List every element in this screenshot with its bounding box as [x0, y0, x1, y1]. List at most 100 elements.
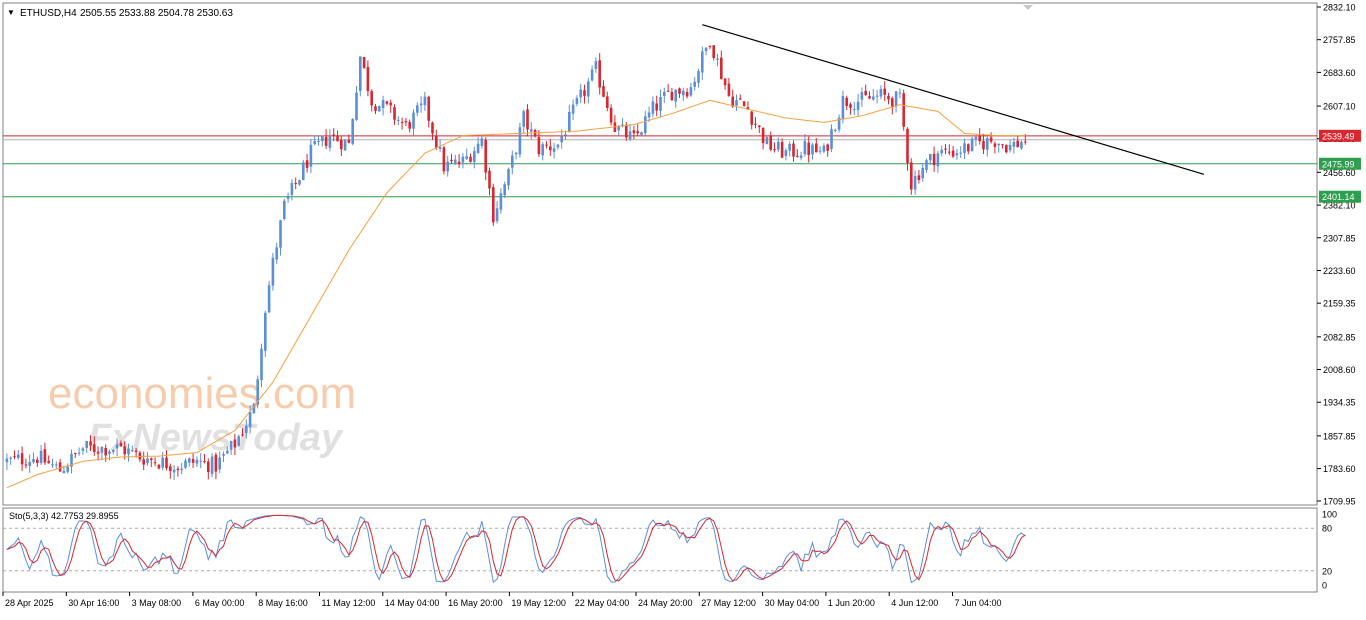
symbol-label: ETHUSD,H4	[20, 8, 77, 19]
candle	[522, 109, 525, 134]
candle	[161, 451, 164, 471]
candle	[872, 89, 875, 101]
chart-shift-marker-icon[interactable]	[1023, 5, 1033, 10]
candle-body	[134, 450, 138, 453]
time-axis-label: 11 May 12:00	[322, 598, 376, 608]
candle	[932, 146, 936, 172]
candle	[70, 449, 73, 474]
candle-body	[214, 454, 218, 472]
candle-body	[849, 104, 852, 108]
candle	[575, 95, 579, 107]
price-level-badge	[1319, 157, 1361, 170]
candle-body	[872, 96, 875, 100]
candle	[476, 137, 480, 154]
candle-body	[583, 90, 586, 96]
candle	[279, 219, 282, 256]
candle	[754, 117, 757, 129]
candle	[879, 85, 883, 100]
candle-body	[1024, 141, 1027, 143]
candle	[9, 456, 12, 465]
candle	[408, 119, 411, 133]
candle	[541, 142, 544, 161]
candle-body	[708, 45, 712, 47]
candle-body	[780, 141, 784, 158]
candle-body	[256, 379, 259, 405]
candle	[518, 122, 522, 158]
candle-body	[275, 247, 278, 260]
candle-body	[693, 81, 696, 87]
candle-body	[450, 159, 453, 162]
candle-body	[910, 162, 913, 190]
candle-body	[332, 134, 335, 136]
candle	[993, 141, 997, 154]
candle-body	[237, 436, 240, 446]
candle	[229, 440, 233, 455]
candle-body	[921, 168, 924, 179]
candle	[704, 46, 708, 56]
candle	[853, 101, 856, 116]
candle-body	[484, 139, 487, 173]
candle-body	[108, 451, 111, 454]
candle	[309, 139, 313, 174]
candle-body	[951, 150, 955, 157]
candle-body	[469, 156, 472, 162]
time-axis-label: 1 Jun 20:00	[828, 598, 875, 608]
candle-body	[393, 107, 396, 120]
candle	[948, 144, 951, 156]
candle	[36, 456, 39, 467]
candle-body	[663, 91, 666, 96]
candle-body	[70, 453, 73, 467]
candle-body	[404, 121, 408, 123]
candle-body	[537, 137, 541, 155]
candle	[769, 131, 772, 152]
candle	[720, 50, 723, 80]
candle	[556, 144, 560, 150]
candle-body	[419, 103, 423, 106]
candle	[74, 452, 77, 458]
price-level-badge-label: 2539.49	[1322, 131, 1355, 141]
candle-body	[465, 156, 468, 159]
candle-body	[898, 92, 902, 94]
candle	[963, 138, 966, 160]
candle-body	[932, 153, 936, 166]
candle-body	[758, 125, 761, 128]
trendline	[702, 24, 1205, 175]
candle	[180, 462, 183, 475]
candle-body	[503, 184, 506, 196]
candle-body	[727, 83, 731, 96]
candle	[514, 151, 518, 160]
candle	[655, 95, 658, 117]
candle	[796, 149, 799, 158]
candle	[484, 137, 487, 181]
candle-body	[936, 153, 940, 167]
candle	[499, 188, 503, 214]
candle	[856, 93, 860, 117]
candle-body	[47, 460, 50, 463]
time-axis-label: 22 May 04:00	[575, 598, 630, 608]
candle-body	[997, 143, 1000, 146]
candle-body	[115, 444, 119, 449]
candle	[169, 463, 172, 479]
candle-body	[294, 183, 297, 185]
candle-body	[112, 449, 115, 452]
candle-body	[674, 89, 677, 102]
candle-body	[970, 138, 974, 152]
candle-body	[66, 466, 69, 472]
candle	[412, 109, 415, 136]
candle-body	[621, 124, 624, 126]
candle	[860, 87, 864, 107]
candle	[689, 82, 693, 97]
candle-body	[495, 208, 499, 222]
candle	[1016, 135, 1019, 148]
candle-body	[195, 460, 199, 464]
stochastic-main-line	[6, 514, 1026, 584]
symbol-menu-arrow-icon[interactable]: ▼	[7, 8, 15, 17]
candle	[5, 453, 9, 471]
candle-body	[100, 446, 104, 453]
price-level-badge	[1319, 129, 1361, 142]
candle	[788, 141, 791, 157]
time-axis-label: 16 May 20:00	[448, 598, 503, 608]
candle-body	[172, 469, 176, 473]
candle	[693, 77, 696, 91]
candle-body	[571, 104, 575, 114]
